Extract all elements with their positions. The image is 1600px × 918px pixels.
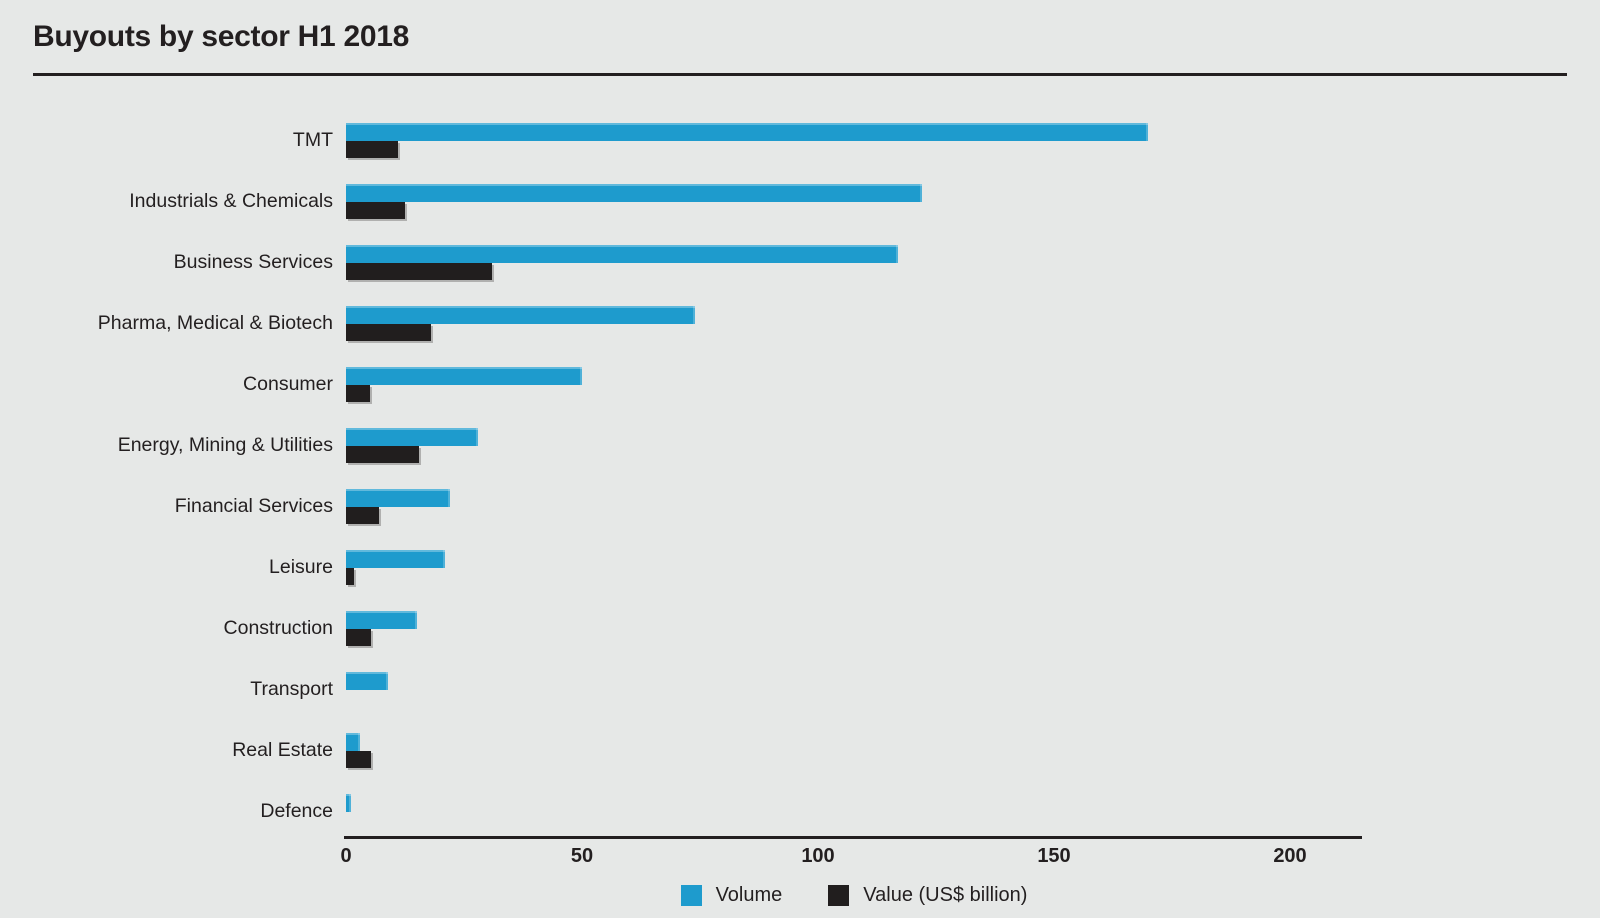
category-row: Transport (0, 672, 1600, 707)
value-bar (346, 385, 370, 402)
volume-bar (346, 611, 417, 629)
bar-stack (346, 794, 351, 812)
x-tick-label: 0 (340, 845, 352, 867)
volume-bar (346, 489, 450, 507)
bar-stack (346, 184, 922, 219)
legend-item: Volume (680, 884, 783, 907)
category-row: Consumer (0, 367, 1600, 402)
category-label: Pharma, Medical & Biotech (97, 312, 333, 334)
bar-stack (346, 489, 450, 524)
value-bar (346, 568, 355, 585)
volume-bar (346, 428, 479, 446)
category-row: Pharma, Medical & Biotech (0, 306, 1600, 341)
legend-label: Volume (715, 884, 783, 906)
category-label: Business Services (173, 251, 333, 273)
x-axis-line (344, 836, 1362, 839)
bar-stack (346, 428, 479, 463)
category-row: Financial Services (0, 489, 1600, 524)
category-label: Energy, Mining & Utilities (117, 434, 333, 456)
category-row: Real Estate (0, 733, 1600, 768)
category-row: Industrials & Chemicals (0, 184, 1600, 219)
category-row: Leisure (0, 550, 1600, 585)
category-row: Construction (0, 611, 1600, 646)
x-tick-label: 50 (570, 845, 594, 867)
bar-stack (346, 123, 1149, 158)
category-label: Consumer (243, 373, 333, 395)
volume-bar (346, 123, 1149, 141)
category-label: Defence (260, 800, 333, 822)
category-label: Leisure (269, 556, 333, 578)
legend-item: Value (US$ billion) (828, 884, 1027, 907)
legend-swatch-icon (828, 885, 850, 906)
value-bar (346, 751, 371, 768)
legend-label: Value (US$ billion) (863, 884, 1028, 906)
value-bar (346, 507, 380, 524)
category-row: Defence (0, 794, 1600, 829)
chart-title: Buyouts by sector H1 2018 (33, 20, 409, 53)
title-divider (33, 73, 1567, 76)
bar-stack (346, 367, 582, 402)
volume-bar (346, 733, 361, 751)
volume-bar (346, 184, 922, 202)
bar-stack (346, 733, 371, 768)
volume-bar (346, 550, 446, 568)
volume-bar (346, 367, 582, 385)
category-label: Financial Services (174, 495, 333, 517)
value-bar (346, 324, 431, 341)
category-label: Transport (250, 678, 333, 700)
volume-bar (346, 306, 696, 324)
category-row: Business Services (0, 245, 1600, 280)
category-label: Industrials & Chemicals (129, 190, 333, 212)
value-bar (346, 446, 420, 463)
x-tick-label: 100 (801, 845, 835, 867)
value-bar (346, 202, 405, 219)
volume-bar (346, 794, 351, 812)
value-bar (346, 263, 493, 280)
volume-bar (346, 672, 389, 690)
volume-bar (346, 245, 899, 263)
bar-stack (346, 245, 899, 280)
value-bar (346, 629, 372, 646)
x-tick-label: 200 (1273, 845, 1307, 867)
bar-stack (346, 550, 446, 585)
bar-stack (346, 306, 696, 341)
value-bar (346, 141, 398, 158)
category-row: TMT (0, 123, 1600, 158)
category-label: TMT (292, 129, 333, 151)
legend-swatch-icon (680, 885, 702, 906)
category-label: Real Estate (232, 739, 333, 761)
legend: Volume Value (US$ billion) (346, 884, 1362, 907)
category-row: Energy, Mining & Utilities (0, 428, 1600, 463)
bar-stack (346, 672, 389, 690)
bar-stack (346, 611, 417, 646)
category-label: Construction (223, 617, 333, 639)
x-tick-label: 150 (1037, 845, 1071, 867)
